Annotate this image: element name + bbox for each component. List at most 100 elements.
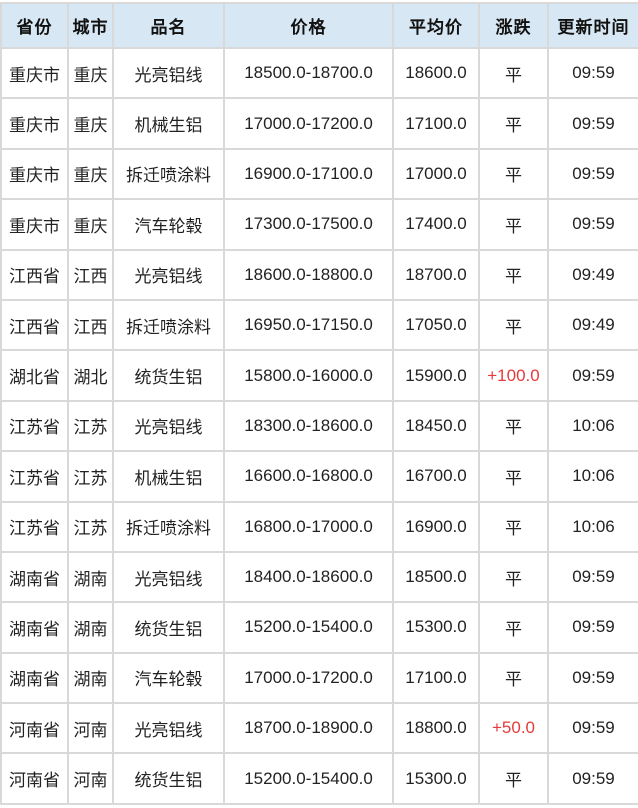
cell-update_time: 09:59: [547, 752, 638, 805]
table-body: 重庆市 重庆 光亮铝线 18500.0-18700.0 18600.0 平 09:59 重庆市…: [0, 46, 638, 805]
cell-province: 湖南省: [0, 601, 69, 654]
cell-province: 江西省: [0, 248, 69, 301]
cell-product: 拆迁喷涂料: [112, 500, 225, 553]
cell-province: 河南省: [0, 752, 69, 805]
cell-change: 平: [478, 147, 549, 201]
cell-update_time: 09:49: [547, 248, 638, 301]
cell-city: 江西: [67, 298, 114, 352]
table-row: 江西省 江西 光亮铝线 18600.0-18800.0 18700.0 平 09:49: [0, 248, 638, 301]
cell-price: 18400.0-18600.0: [223, 550, 394, 604]
cell-province: 江苏省: [0, 500, 69, 553]
table-row: 河南省 河南 光亮铝线 18700.0-18900.0 18800.0 +50.0 09:5…: [0, 702, 638, 755]
cell-update_time: 10:06: [547, 500, 638, 553]
cell-price: 16900.0-17100.0: [223, 147, 394, 201]
cell-change: 平: [478, 399, 549, 453]
cell-update_time: 09:59: [547, 651, 638, 705]
cell-price: 18700.0-18900.0: [223, 702, 394, 755]
cell-product: 统货生铝: [112, 349, 225, 402]
table-row: 江西省 江西 拆迁喷涂料 16950.0-17150.0 17050.0 平 09:49: [0, 298, 638, 352]
cell-change: 平: [478, 752, 549, 805]
header-row: 省份 城市 品名 价格 平均价 涨跌 更新时间: [0, 2, 638, 49]
cell-product: 统货生铝: [112, 601, 225, 654]
cell-avg_price: 15300.0: [392, 601, 480, 654]
column-header-update_time: 更新时间: [547, 2, 638, 49]
cell-product: 汽车轮毂: [112, 651, 225, 705]
cell-city: 湖南: [67, 601, 114, 654]
column-header-city: 城市: [67, 2, 114, 49]
cell-update_time: 10:06: [547, 450, 638, 503]
cell-city: 重庆: [67, 46, 114, 100]
cell-city: 河南: [67, 702, 114, 755]
cell-price: 17000.0-17200.0: [223, 651, 394, 705]
cell-city: 湖南: [67, 651, 114, 705]
cell-avg_price: 16700.0: [392, 450, 480, 503]
cell-avg_price: 17000.0: [392, 147, 480, 201]
cell-city: 湖北: [67, 349, 114, 402]
cell-city: 江苏: [67, 500, 114, 553]
cell-update_time: 09:49: [547, 298, 638, 352]
cell-price: 18300.0-18600.0: [223, 399, 394, 453]
cell-province: 江苏省: [0, 450, 69, 503]
cell-province: 河南省: [0, 702, 69, 755]
table-row: 重庆市 重庆 拆迁喷涂料 16900.0-17100.0 17000.0 平 09:59: [0, 147, 638, 201]
cell-province: 湖南省: [0, 651, 69, 705]
table-row: 湖南省 湖南 汽车轮毂 17000.0-17200.0 17100.0 平 09:59: [0, 651, 638, 705]
cell-city: 重庆: [67, 147, 114, 201]
cell-product: 机械生铝: [112, 450, 225, 503]
column-header-province: 省份: [0, 2, 69, 49]
cell-price: 17000.0-17200.0: [223, 97, 394, 150]
cell-product: 光亮铝线: [112, 46, 225, 100]
cell-price: 17300.0-17500.0: [223, 198, 394, 251]
cell-update_time: 09:59: [547, 46, 638, 100]
cell-city: 江苏: [67, 450, 114, 503]
cell-update_time: 09:59: [547, 601, 638, 654]
cell-change: +100.0: [478, 349, 549, 402]
cell-update_time: 10:06: [547, 399, 638, 453]
cell-change: 平: [478, 248, 549, 301]
cell-avg_price: 16900.0: [392, 500, 480, 553]
cell-price: 15800.0-16000.0: [223, 349, 394, 402]
cell-product: 拆迁喷涂料: [112, 298, 225, 352]
cell-price: 16950.0-17150.0: [223, 298, 394, 352]
cell-update_time: 09:59: [547, 702, 638, 755]
cell-change: 平: [478, 97, 549, 150]
cell-city: 江西: [67, 248, 114, 301]
table-row: 江苏省 江苏 机械生铝 16600.0-16800.0 16700.0 平 10:06: [0, 450, 638, 503]
column-header-change: 涨跌: [478, 2, 549, 49]
cell-product: 拆迁喷涂料: [112, 147, 225, 201]
cell-change: 平: [478, 500, 549, 553]
cell-update_time: 09:59: [547, 147, 638, 201]
cell-avg_price: 18700.0: [392, 248, 480, 301]
table-row: 河南省 河南 统货生铝 15200.0-15400.0 15300.0 平 09:59: [0, 752, 638, 805]
cell-province: 重庆市: [0, 147, 69, 201]
cell-product: 汽车轮毂: [112, 198, 225, 251]
cell-province: 湖南省: [0, 550, 69, 604]
cell-avg_price: 18600.0: [392, 46, 480, 100]
cell-avg_price: 17100.0: [392, 97, 480, 150]
cell-update_time: 09:59: [547, 97, 638, 150]
cell-city: 重庆: [67, 97, 114, 150]
cell-province: 江苏省: [0, 399, 69, 453]
cell-update_time: 09:59: [547, 349, 638, 402]
cell-avg_price: 15300.0: [392, 752, 480, 805]
cell-avg_price: 18450.0: [392, 399, 480, 453]
cell-city: 江苏: [67, 399, 114, 453]
cell-update_time: 09:59: [547, 550, 638, 604]
cell-province: 重庆市: [0, 97, 69, 150]
cell-province: 重庆市: [0, 198, 69, 251]
column-header-product: 品名: [112, 2, 225, 49]
table-row: 江苏省 江苏 拆迁喷涂料 16800.0-17000.0 16900.0 平 10:06: [0, 500, 638, 553]
cell-price: 15200.0-15400.0: [223, 601, 394, 654]
column-header-price: 价格: [223, 2, 394, 49]
cell-change: 平: [478, 651, 549, 705]
cell-update_time: 09:59: [547, 198, 638, 251]
table-row: 重庆市 重庆 光亮铝线 18500.0-18700.0 18600.0 平 09:59: [0, 46, 638, 100]
cell-province: 湖北省: [0, 349, 69, 402]
cell-change: 平: [478, 198, 549, 251]
cell-product: 光亮铝线: [112, 702, 225, 755]
table-row: 湖北省 湖北 统货生铝 15800.0-16000.0 15900.0 +100.0 09:…: [0, 349, 638, 402]
cell-price: 15200.0-15400.0: [223, 752, 394, 805]
cell-change: 平: [478, 601, 549, 654]
cell-change: 平: [478, 46, 549, 100]
